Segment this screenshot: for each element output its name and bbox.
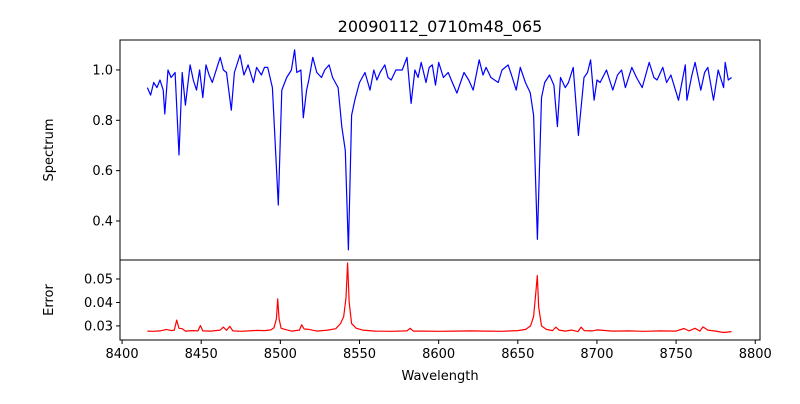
x-tick-label: 8700 (580, 347, 613, 362)
x-tick-label: 8550 (343, 347, 376, 362)
x-tick-label: 8400 (106, 347, 139, 362)
spectrum-line (146, 49, 732, 251)
y-tick-label: 0.04 (84, 296, 113, 311)
x-tick-label: 8600 (422, 347, 455, 362)
x-tick-label: 8800 (739, 347, 772, 362)
y-tick-label: 1.0 (92, 63, 113, 78)
y-axis-label-spectrum: Spectrum (42, 119, 57, 182)
axes-frame (119, 259, 761, 341)
y-tick-label: 0.8 (92, 114, 113, 129)
error-axes: 0.03 0.04 0.05 8400 8450 8500 8550 8600 8650 8700… (84, 259, 772, 362)
x-tick-label: 8500 (264, 347, 297, 362)
x-tick-label: 8750 (660, 347, 693, 362)
chart-title: 20090112_0710m48_065 (338, 17, 543, 37)
error-line (147, 262, 732, 334)
x-tick-label: 8650 (501, 347, 534, 362)
x-axis-label: Wavelength (401, 369, 478, 384)
x-tick-label: 8450 (185, 347, 218, 362)
y-tick-label: 0.4 (92, 214, 113, 229)
y-axis-label-error: Error (42, 284, 57, 316)
y-tick-label: 0.03 (84, 319, 113, 334)
y-tick-label: 0.6 (92, 164, 113, 179)
y-tick-label: 0.05 (84, 273, 113, 288)
